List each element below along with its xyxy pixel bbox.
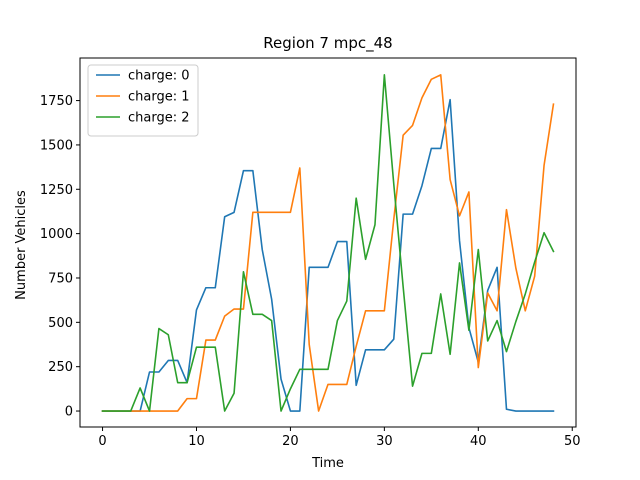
y-axis-title: Number Vehicles (14, 190, 29, 300)
x-tick-label: 20 (282, 434, 299, 449)
axes-frame (79, 57, 577, 428)
series-line-charge-1 (101, 74, 555, 412)
y-tick-label: 1500 (40, 138, 73, 153)
legend-label: charge: 0 (128, 69, 190, 84)
y-tick-label: 1750 (40, 94, 73, 109)
y-tick-label: 500 (48, 316, 73, 331)
legend-label: charge: 1 (128, 90, 190, 105)
y-tick-label: 750 (48, 271, 73, 286)
y-tick-label: 0 (65, 405, 73, 420)
x-tick-label: 30 (376, 434, 393, 449)
chart-title: Region 7 mpc_48 (263, 34, 392, 53)
x-tick-label: 10 (188, 434, 205, 449)
x-tick-label: 0 (98, 434, 106, 449)
y-tick-label: 1250 (40, 183, 73, 198)
y-tick-label: 250 (48, 360, 73, 375)
legend-label: charge: 2 (128, 111, 190, 126)
legend: charge: 0 charge: 1 charge: 2 (87, 64, 199, 137)
x-axis-title: Time (311, 456, 344, 471)
x-tick-label: 50 (564, 434, 581, 449)
y-tick-label: 1000 (40, 227, 73, 242)
x-tick-label: 40 (470, 434, 487, 449)
series-line-charge-2 (101, 74, 555, 412)
legend-box (87, 64, 199, 137)
